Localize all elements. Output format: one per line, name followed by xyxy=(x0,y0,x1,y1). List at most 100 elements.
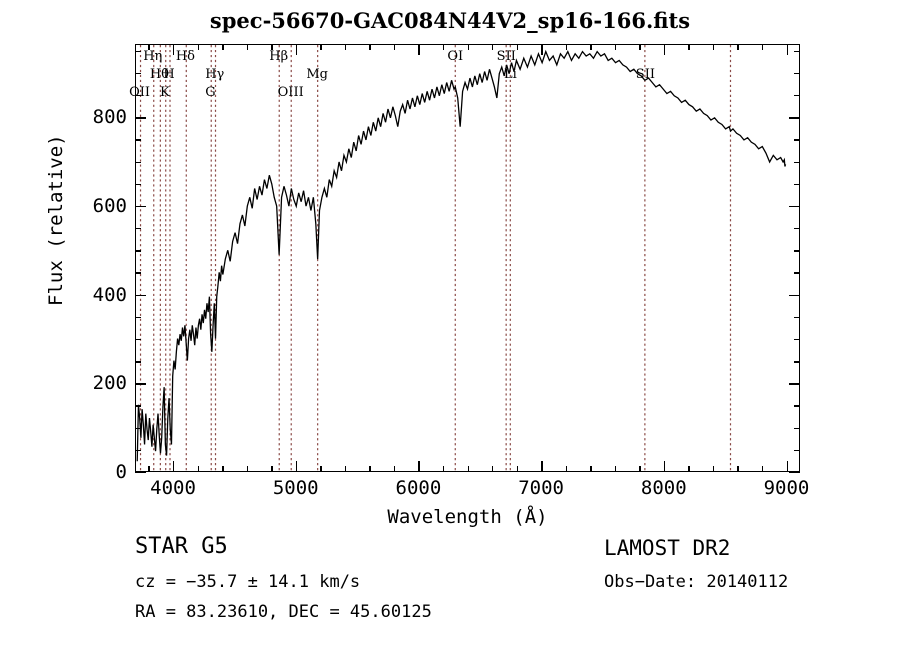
line-label-h-theta: Hθ xyxy=(149,67,169,82)
y-tick-label: 200 xyxy=(92,372,127,395)
x-tick-label: 4000 xyxy=(150,477,196,499)
tick-mark xyxy=(492,44,494,50)
tick-mark xyxy=(541,461,543,472)
tick-mark xyxy=(393,44,396,50)
x-tick-label: 7000 xyxy=(518,477,564,499)
x-tick-label: 6000 xyxy=(395,477,442,499)
line-label-li: Li xyxy=(504,67,517,82)
tick-mark xyxy=(794,72,800,75)
tick-mark xyxy=(467,466,469,472)
tick-mark xyxy=(393,466,396,472)
line-marker-layer xyxy=(139,45,732,471)
tick-mark xyxy=(135,250,141,252)
tick-mark xyxy=(135,117,146,119)
tick-mark xyxy=(639,44,641,50)
tick-mark xyxy=(789,294,800,296)
tick-mark xyxy=(135,161,141,163)
line-label-k: K xyxy=(159,85,170,100)
x-axis-title: Wavelength (Å) xyxy=(387,506,548,528)
line-label-h-delta: Hδ xyxy=(175,49,196,64)
tick-mark xyxy=(344,466,347,472)
line-label-sii-b: SII xyxy=(635,67,655,82)
tick-mark xyxy=(135,72,141,75)
tick-mark xyxy=(222,466,224,472)
y-tick-label: 400 xyxy=(92,283,127,306)
tick-mark xyxy=(794,272,800,274)
tick-mark xyxy=(786,461,788,472)
tick-mark xyxy=(271,466,273,472)
tick-mark xyxy=(794,338,800,341)
tick-mark xyxy=(794,161,800,163)
tick-mark xyxy=(320,44,322,50)
tick-mark xyxy=(492,466,494,472)
tick-mark xyxy=(794,228,800,230)
observation-date: Obs−Date: 20140112 xyxy=(604,572,789,592)
tick-mark xyxy=(794,250,800,252)
tick-mark xyxy=(761,466,764,472)
tick-mark xyxy=(135,316,141,319)
tick-mark xyxy=(761,44,764,50)
tick-mark xyxy=(786,44,788,55)
y-tick-label: 600 xyxy=(92,194,127,217)
tick-mark xyxy=(442,466,445,472)
tick-mark xyxy=(197,44,199,50)
tick-mark xyxy=(418,44,420,55)
tick-mark xyxy=(295,44,298,55)
tick-mark xyxy=(737,466,739,472)
line-label-sii-a: SII xyxy=(496,49,516,64)
tick-mark xyxy=(246,44,249,50)
tick-mark xyxy=(369,44,371,50)
tick-mark xyxy=(135,272,141,274)
tick-mark xyxy=(516,466,518,472)
page-title: spec-56670-GAC084N44V2_sp16-166.fits xyxy=(209,8,691,33)
line-label-h-gamma: Hγ xyxy=(205,67,225,82)
tick-mark xyxy=(614,44,617,50)
tick-mark xyxy=(135,361,141,363)
line-label-oiii: OIII xyxy=(277,85,304,100)
tick-mark xyxy=(467,44,469,50)
tick-mark xyxy=(135,139,141,141)
tick-mark xyxy=(789,205,800,208)
tick-mark xyxy=(789,472,800,474)
tick-mark xyxy=(418,461,420,472)
y-tick-label: 0 xyxy=(115,461,127,483)
line-label-h: H xyxy=(163,67,175,82)
tick-mark xyxy=(135,228,141,230)
tick-mark xyxy=(794,139,800,141)
tick-mark xyxy=(135,383,146,385)
tick-mark xyxy=(663,461,666,472)
tick-mark xyxy=(271,44,273,50)
tick-mark xyxy=(794,95,800,97)
tick-mark xyxy=(590,466,592,472)
tick-mark xyxy=(135,449,141,452)
line-label-oi: OI xyxy=(447,49,464,64)
tick-mark xyxy=(148,466,150,472)
tick-mark xyxy=(712,44,715,50)
tick-mark xyxy=(135,50,141,53)
tick-mark xyxy=(794,449,800,452)
line-label-mg: Mg xyxy=(306,67,329,82)
line-label-h-eta: Hη xyxy=(143,49,163,64)
tick-mark xyxy=(541,44,543,55)
tick-mark xyxy=(135,472,146,474)
x-tick-label: 8000 xyxy=(640,477,687,499)
tick-mark xyxy=(173,44,175,55)
coordinates-text: RA = 83.23610, DEC = 45.60125 xyxy=(135,602,432,622)
tick-mark xyxy=(222,44,224,50)
tick-mark xyxy=(148,44,150,50)
object-type-and-class: STAR G5 xyxy=(135,534,228,559)
tick-mark xyxy=(135,205,146,208)
tick-mark xyxy=(369,466,371,472)
tick-mark xyxy=(794,427,800,430)
line-label-g: G xyxy=(205,85,216,100)
tick-mark xyxy=(295,461,298,472)
tick-mark xyxy=(794,50,800,53)
tick-mark xyxy=(197,466,199,472)
y-axis-title: Flux (relative) xyxy=(45,134,67,306)
tick-mark xyxy=(135,405,141,407)
tick-mark xyxy=(135,427,141,430)
tick-mark xyxy=(737,44,739,50)
tick-mark xyxy=(565,466,568,472)
tick-mark xyxy=(344,44,347,50)
